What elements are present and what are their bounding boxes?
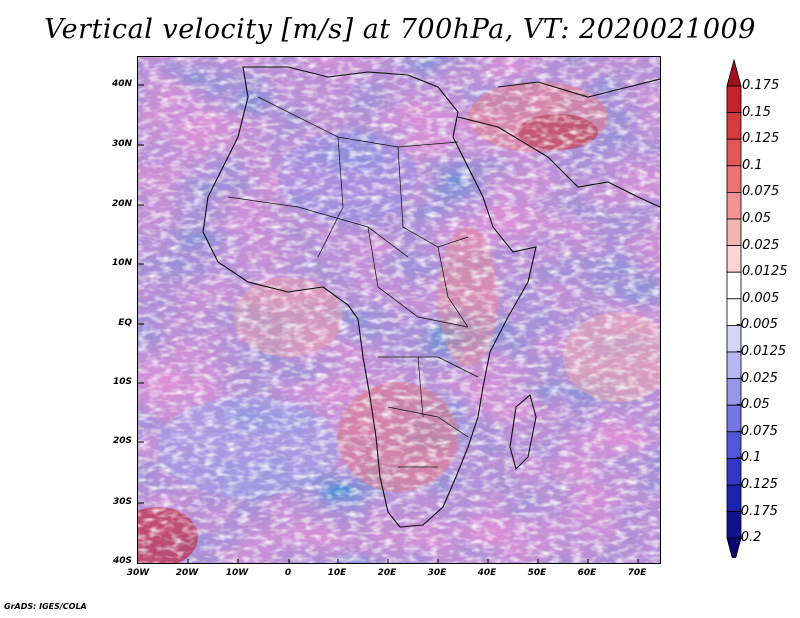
colorbar-segment [726,138,742,167]
lon-label: 0 [284,568,292,578]
colorbar-label: 0.15 [742,104,771,120]
colorbar-segment [726,191,742,220]
lon-label: 20E [377,568,397,578]
colorbar [726,58,742,558]
lon-label: 20W [175,568,199,578]
lat-label: 40S [112,556,132,566]
colorbar-label: 0.075 [742,184,780,200]
colorbar-label: 0.025 [742,237,780,253]
country-borders [227,96,479,468]
lat-label: 10N [111,258,132,268]
colorbar-segment [726,271,742,300]
colorbar-label: 0.1 [742,157,763,173]
field-texture [138,57,660,563]
coastlines [202,66,660,528]
colorbar-label: -0.05 [736,397,770,413]
colorbar-label: -0.125 [736,477,778,492]
colorbar-arrow-bottom [726,537,742,558]
lat-label: EQ [118,318,132,328]
colorbar-label: -0.005 [736,317,778,333]
lon-label: 50E [527,568,547,578]
colorbar-segment [726,112,742,140]
lat-label: 20S [112,436,132,446]
colorbar-segment [726,245,742,273]
lon-label: 60E [577,568,597,578]
colorbar-label: 0.125 [742,131,780,147]
lon-label: 10W [225,568,249,578]
velocity-field-map [138,57,660,563]
lat-label: 10S [112,377,132,387]
lat-label: 20N [111,199,132,209]
lat-label: 30N [111,139,132,149]
colorbar-label: -0.2 [736,530,762,546]
colorbar-label: 0.05 [742,211,771,226]
colorbar-label: -0.025 [736,370,778,386]
lon-label: 30W [126,568,150,578]
colorbar-label: 0.0125 [742,264,788,280]
colorbar-label: -0.0125 [736,344,787,359]
lat-label: 30S [112,497,132,507]
lon-label: 10E [327,568,347,578]
colorbar-label: 0.005 [742,290,780,306]
lon-label: 70E [627,568,647,578]
lat-label: 40N [111,79,132,89]
map-title: Vertical velocity [m/s] at 700hPa, VT: 2… [44,14,756,45]
colorbar-label: -0.075 [736,423,778,439]
colorbar-label: -0.1 [736,450,762,466]
colorbar-segment [726,85,742,114]
colorbar-arrow-top [726,58,742,87]
footer-credit: GrADS: IGES/COLA [4,602,87,611]
colorbar-label: 0.175 [742,78,780,93]
tick-marks [138,84,639,563]
colorbar-segment [726,218,742,247]
lon-label: 40E [477,568,497,578]
lon-label: 30E [427,568,447,578]
colorbar-segment [726,165,742,193]
map-area [137,56,661,564]
colorbar-label: -0.175 [736,503,778,519]
